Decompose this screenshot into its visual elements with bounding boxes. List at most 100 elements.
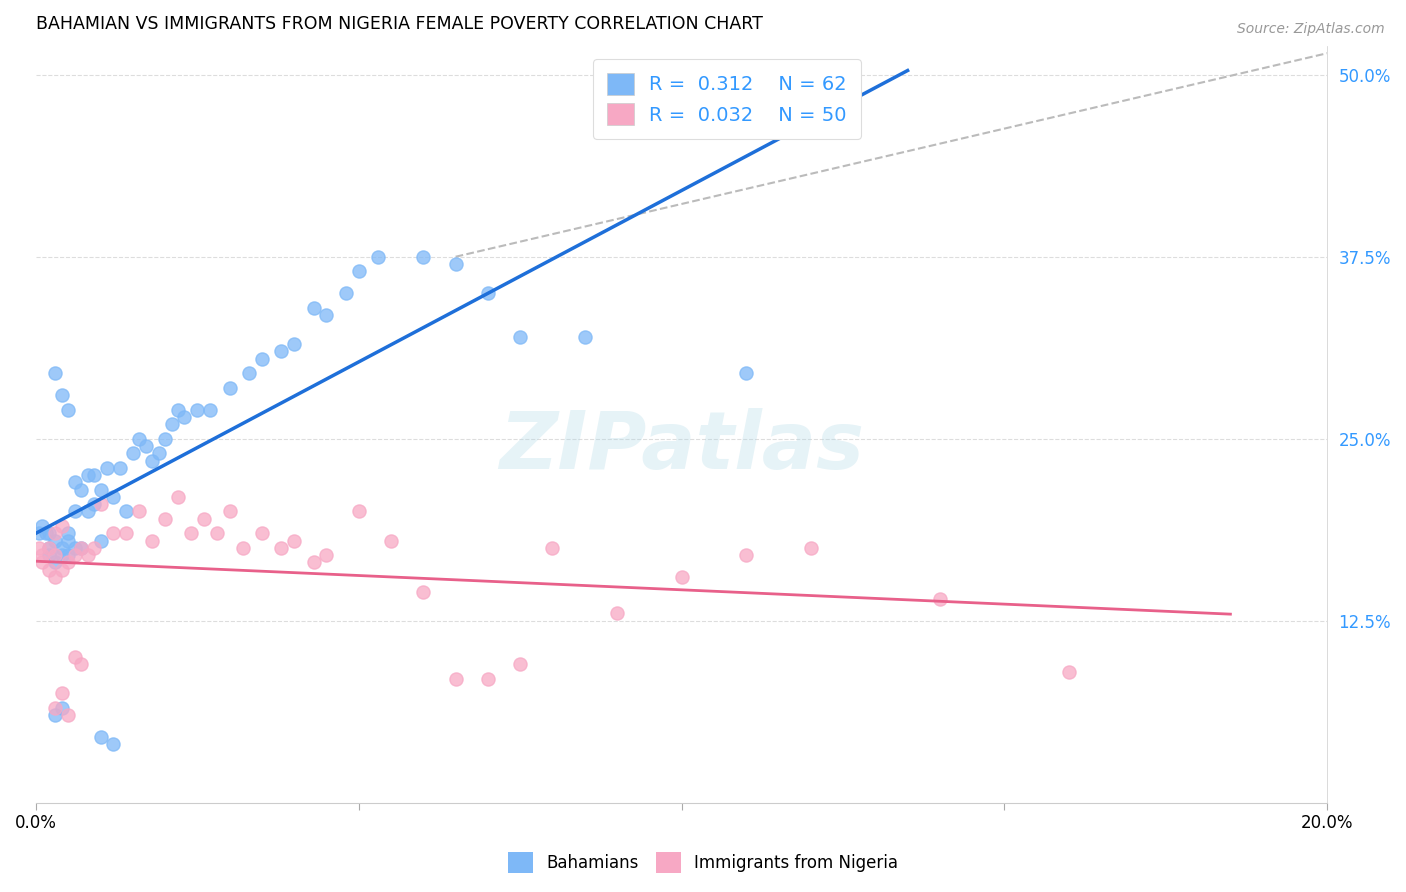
Point — [44, 701, 66, 715]
Point — [34, 526, 56, 541]
Point — [83, 541, 105, 555]
Point — [51, 388, 73, 402]
Point — [167, 490, 190, 504]
Point — [89, 533, 111, 548]
Point — [135, 439, 157, 453]
Legend: R =  0.312    N = 62, R =  0.032    N = 50: R = 0.312 N = 62, R = 0.032 N = 50 — [593, 59, 860, 139]
Point — [103, 737, 125, 751]
Point — [83, 497, 105, 511]
Point — [315, 308, 337, 322]
Point — [28, 541, 51, 555]
Point — [51, 519, 73, 533]
Point — [51, 701, 73, 715]
Point — [1057, 665, 1080, 679]
Point — [606, 607, 628, 621]
Point — [76, 548, 98, 562]
Point — [250, 351, 273, 366]
Point — [315, 548, 337, 562]
Point — [51, 563, 73, 577]
Point — [574, 330, 596, 344]
Point — [103, 490, 125, 504]
Point — [232, 541, 254, 555]
Point — [800, 541, 823, 555]
Point — [193, 512, 215, 526]
Point — [28, 526, 51, 541]
Point — [477, 672, 499, 686]
Point — [44, 533, 66, 548]
Point — [44, 548, 66, 562]
Point — [121, 446, 143, 460]
Point — [180, 526, 202, 541]
Point — [115, 504, 138, 518]
Point — [38, 526, 60, 541]
Point — [218, 504, 240, 518]
Point — [58, 526, 80, 541]
Point — [76, 468, 98, 483]
Point — [51, 541, 73, 555]
Point — [51, 686, 73, 700]
Point — [153, 432, 176, 446]
Point — [128, 432, 150, 446]
Point — [44, 526, 66, 541]
Point — [108, 460, 131, 475]
Point — [270, 344, 292, 359]
Point — [31, 556, 53, 570]
Point — [283, 337, 305, 351]
Point — [89, 483, 111, 497]
Point — [735, 366, 758, 380]
Point — [509, 657, 531, 672]
Point — [477, 286, 499, 301]
Point — [44, 556, 66, 570]
Point — [335, 286, 357, 301]
Point — [63, 475, 86, 490]
Point — [928, 591, 950, 606]
Point — [44, 366, 66, 380]
Point — [141, 533, 163, 548]
Point — [44, 708, 66, 723]
Point — [238, 366, 260, 380]
Point — [186, 402, 208, 417]
Point — [128, 504, 150, 518]
Point — [205, 526, 228, 541]
Point — [58, 556, 80, 570]
Point — [270, 541, 292, 555]
Point — [141, 453, 163, 467]
Point — [250, 526, 273, 541]
Point — [58, 708, 80, 723]
Legend: Bahamians, Immigrants from Nigeria: Bahamians, Immigrants from Nigeria — [502, 846, 904, 880]
Point — [218, 381, 240, 395]
Point — [509, 330, 531, 344]
Text: BAHAMIAN VS IMMIGRANTS FROM NIGERIA FEMALE POVERTY CORRELATION CHART: BAHAMIAN VS IMMIGRANTS FROM NIGERIA FEMA… — [37, 15, 763, 33]
Point — [58, 402, 80, 417]
Point — [38, 548, 60, 562]
Point — [735, 548, 758, 562]
Point — [96, 460, 118, 475]
Point — [83, 468, 105, 483]
Point — [412, 584, 434, 599]
Point — [103, 526, 125, 541]
Point — [160, 417, 183, 431]
Point — [115, 526, 138, 541]
Point — [70, 541, 93, 555]
Point — [153, 512, 176, 526]
Point — [38, 541, 60, 555]
Point — [31, 519, 53, 533]
Point — [38, 541, 60, 555]
Point — [58, 533, 80, 548]
Point — [541, 541, 564, 555]
Point — [283, 533, 305, 548]
Point — [302, 301, 325, 315]
Point — [380, 533, 402, 548]
Point — [444, 672, 467, 686]
Point — [347, 264, 370, 278]
Point — [89, 497, 111, 511]
Point — [63, 541, 86, 555]
Point — [63, 504, 86, 518]
Point — [167, 402, 190, 417]
Point — [76, 504, 98, 518]
Point — [200, 402, 222, 417]
Point — [148, 446, 170, 460]
Point — [31, 548, 53, 562]
Point — [63, 650, 86, 665]
Point — [302, 556, 325, 570]
